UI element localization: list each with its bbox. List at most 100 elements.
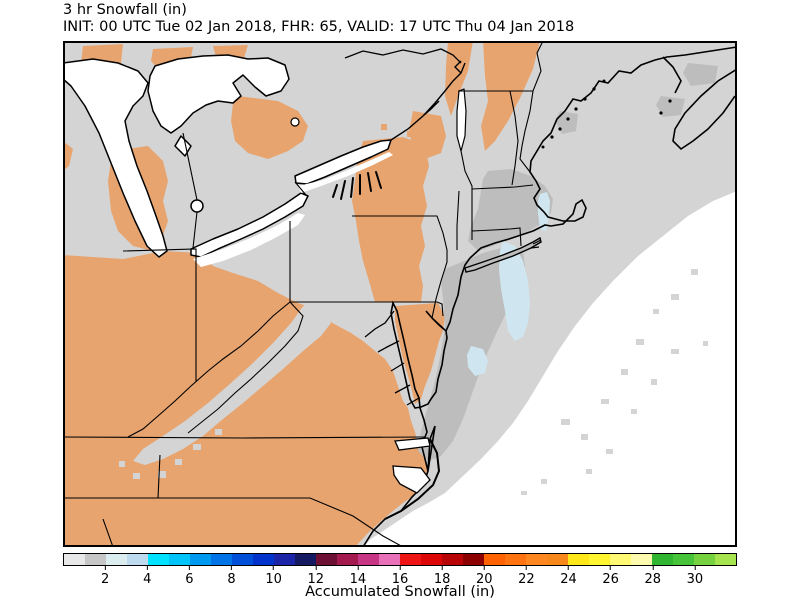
colorbar-tick: 28	[645, 566, 661, 590]
snowfall-map	[63, 41, 737, 547]
colorbar-segment	[358, 554, 379, 565]
coastline-midatlantic	[362, 257, 471, 547]
blue-offshore-virginia	[467, 346, 488, 376]
map-title: 3 hr Snowfall (in)	[63, 2, 187, 18]
colorbar-segment	[547, 554, 568, 565]
colorbar-tick: 16	[392, 566, 408, 590]
tan-speckle	[396, 169, 402, 174]
colorbar-segment	[148, 554, 169, 565]
st-lawrence-river	[390, 60, 466, 141]
lakes-group	[63, 54, 467, 258]
border-ky-wv	[127, 301, 291, 438]
colorbar-tick: 6	[185, 566, 194, 590]
long-island	[464, 236, 542, 273]
long-island-forks	[530, 239, 542, 249]
colorbar-segment	[442, 554, 463, 565]
colorbar-segment	[652, 554, 673, 565]
colorbar-segment	[211, 554, 232, 565]
colorbar-tick: 4	[143, 566, 151, 590]
colorbar-segment	[715, 554, 736, 565]
lake-simcoe	[290, 117, 300, 127]
tan-patch	[63, 141, 73, 171]
colorbar-segment	[568, 554, 589, 565]
lake-st-clair	[190, 199, 204, 213]
finger-lakes	[332, 171, 382, 200]
lake-michigan	[63, 58, 168, 258]
colorbar-segment	[631, 554, 652, 565]
canada-maritime-coasts	[654, 46, 737, 151]
border-lakes-rivers	[182, 132, 307, 249]
colorbar	[63, 553, 737, 566]
colorbar-tick: 10	[265, 566, 282, 590]
border-minor-1	[157, 454, 161, 499]
colorbar-segment	[589, 554, 610, 565]
blue-south-of-long-island	[499, 241, 530, 341]
colorbar-segment	[64, 554, 85, 565]
colorbar-segment	[127, 554, 148, 565]
colorbar-segment	[169, 554, 190, 565]
tan-adirondacks	[409, 111, 446, 159]
state-borders	[63, 41, 544, 547]
border-nh-me	[519, 90, 534, 173]
colorbar-tick: 24	[560, 566, 577, 590]
border-ma-north	[471, 184, 534, 190]
lake-erie	[190, 192, 309, 258]
border-ny-pa-nj	[352, 215, 448, 319]
colorbar-tick: 12	[308, 566, 324, 590]
border-ma-south-ct-ri	[471, 227, 522, 247]
border-va-nc-ky-tn	[63, 436, 426, 439]
ocean-snow-speckles	[458, 269, 708, 495]
colorbar-segment	[421, 554, 442, 565]
colorbar-segment	[505, 554, 526, 565]
map-border	[63, 41, 737, 547]
tan-pa-band	[352, 137, 429, 302]
border-ny-newengland	[460, 150, 473, 240]
snowfall-map-svg	[63, 41, 737, 547]
snow-shading-appalachians	[133, 303, 331, 465]
colorbar-tick: 22	[518, 566, 535, 590]
border-wv-va	[187, 301, 304, 434]
colorbar-tick: 20	[476, 566, 493, 590]
colorbar-tick: 18	[434, 566, 450, 590]
border-us-canada	[458, 41, 544, 92]
colorbar-tick: 30	[687, 566, 703, 590]
colorbar-segment	[295, 554, 316, 565]
lake-huron	[147, 54, 290, 134]
colorbar-tick: 8	[227, 566, 236, 590]
coastline-northeast	[469, 59, 656, 259]
tan-speckle	[381, 124, 387, 130]
colorbar-segment	[85, 554, 106, 565]
colorbar-segment	[106, 554, 127, 565]
colorbar-segment	[484, 554, 505, 565]
colorbar-segment	[253, 554, 274, 565]
outer-banks	[384, 438, 441, 520]
border-vt-nh	[509, 90, 519, 186]
lake-champlain	[456, 88, 467, 152]
colorbar-segment	[610, 554, 631, 565]
colorbar-ticks: 2 4 6 8 10 12 14 16 18 20 22 24 26 28 30	[63, 566, 737, 588]
nc-sounds	[384, 437, 441, 520]
border-mason-dixon	[290, 301, 444, 317]
chesapeake-tributaries	[364, 310, 420, 406]
colorbar-segment	[337, 554, 358, 565]
colorbar-segment	[526, 554, 547, 565]
hudson-river	[456, 190, 460, 250]
colorbar-label: Accumulated Snowfall (in)	[305, 584, 495, 600]
colorbar-segment	[316, 554, 337, 565]
ottawa-river	[344, 48, 462, 64]
colorbar-segment	[694, 554, 715, 565]
map-subtitle-init-valid: INIT: 00 UTC Tue 02 Jan 2018, FHR: 65, V…	[63, 19, 575, 35]
maine-islands	[541, 79, 606, 149]
snow-shading-2-3in	[467, 192, 550, 376]
ocean-no-snow-region	[363, 191, 737, 547]
border-tn-south-nc-sc	[63, 497, 404, 547]
colorbar-segment	[400, 554, 421, 565]
tan-ontario	[231, 96, 308, 159]
tan-speckle	[407, 131, 412, 137]
colorbar-tick: 2	[101, 566, 109, 590]
colorbar-segment	[673, 554, 694, 565]
colorbar-tick: 14	[350, 566, 366, 590]
colorbar-segment	[379, 554, 400, 565]
colorbar-segment	[232, 554, 253, 565]
tan-delmarva	[395, 303, 445, 404]
